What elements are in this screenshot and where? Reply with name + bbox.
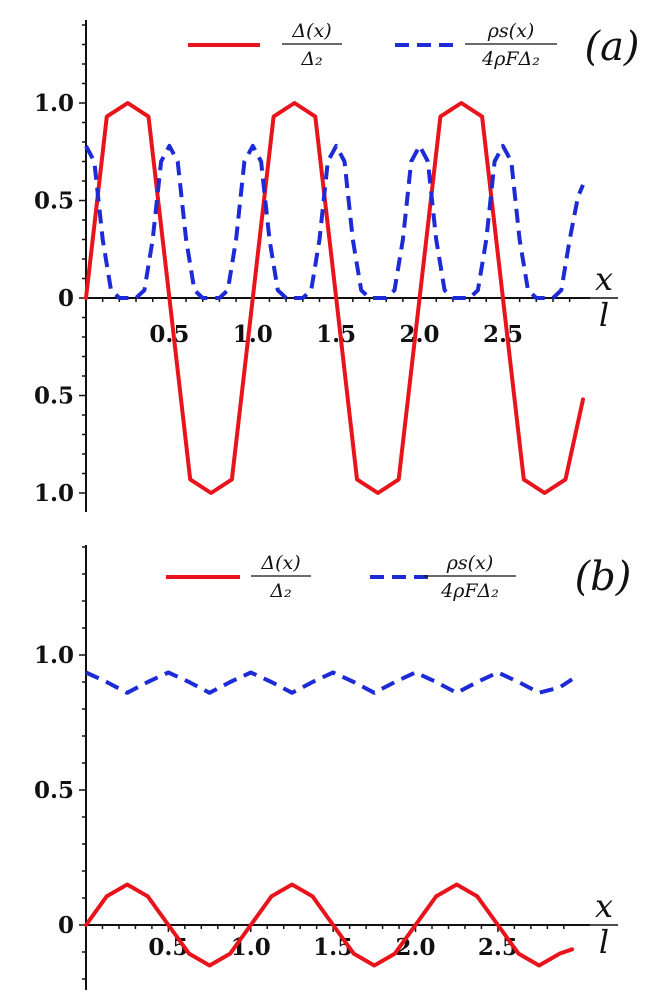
x-axis-label-denominator: l [599,923,609,961]
x-tick-label: 1.5 [313,934,353,961]
series-line-density-a [84,143,585,300]
x-tick-label: 0.5 [148,934,188,961]
legend-label-numerator: Δ(x) [291,20,331,42]
x-tick-label: 0.5 [149,321,189,348]
x-tick-label: 1.5 [316,321,356,348]
legend-label-denominator: Δ₂ [300,48,322,70]
x-tick-label: 1.0 [231,934,271,961]
y-tick-label: 0.5 [34,383,74,410]
y-tick-label: 0.5 [34,777,74,804]
x-tick-label: 2.0 [400,321,440,348]
panel-label: (b) [575,554,632,600]
legend-label-denominator: 4ρFΔ₂ [481,48,540,70]
series-line-density-b [85,670,574,695]
panel-label: (a) [584,24,639,70]
legend-label-denominator: 4ρFΔ₂ [440,580,499,602]
y-tick-label: 0 [58,912,74,939]
series-line-gap-b [84,882,575,968]
panel-a: 1.0 0.5 0 0.5 1.0 0.5 1.0 1.5 2.0 2.5 xl Δ(x) Δ₂ ρs(x… [34,20,640,512]
x-axis-label-numerator: x [595,260,613,298]
y-tick-label: 1.0 [34,480,74,507]
x-tick-label: 2.5 [478,934,518,961]
legend-label-numerator: Δ(x) [260,552,300,574]
x-tick-label: 2.0 [396,934,436,961]
legend-label-numerator: ρs(x) [487,20,534,42]
legend-label-denominator: Δ₂ [269,580,291,602]
x-tick-label: 1.0 [233,321,273,348]
x-axis-label-numerator: x [595,887,613,925]
y-tick-label: 1.0 [34,642,74,669]
series-line-gap-a [84,101,585,495]
y-tick-label: 1.0 [34,90,74,117]
x-tick-label: 2.5 [483,321,523,348]
panel-b: 1.0 0.5 0 0.5 1.0 1.5 2.0 2.5 xl Δ(x) Δ₂ ρs(x) 4ρFΔ₂… [34,545,631,990]
x-axis-label-denominator: l [599,296,609,334]
y-tick-label: 0 [58,285,74,312]
y-tick-label: 0.5 [34,188,74,215]
legend-label-numerator: ρs(x) [446,552,493,574]
